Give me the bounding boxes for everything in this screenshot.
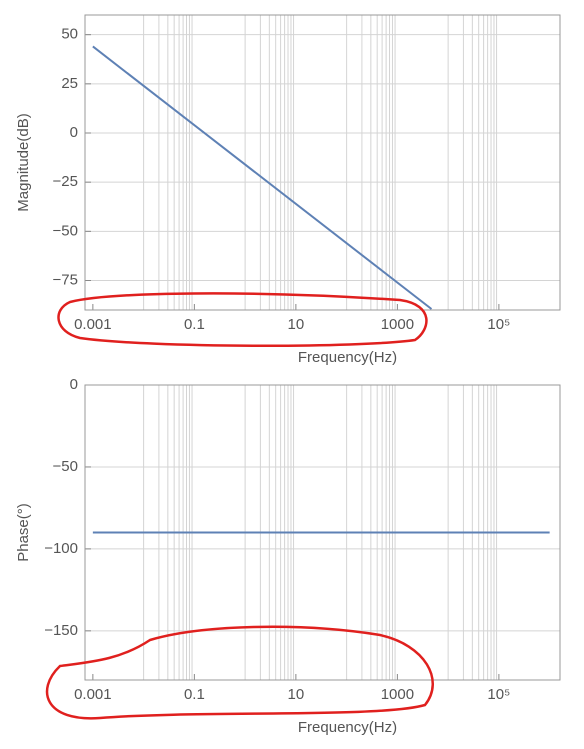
x-tick-label: 0.1: [184, 686, 205, 703]
y-tick-label: 0: [70, 376, 78, 393]
x-tick-label: 1000: [381, 686, 414, 703]
x-tick-label: 10: [288, 316, 305, 333]
x-axis-label: Frequency(Hz): [298, 719, 397, 736]
x-tick-label: 0.1: [184, 316, 205, 333]
x-tick-label: 10⁵: [487, 686, 510, 703]
y-tick-label: −50: [53, 458, 78, 475]
y-tick-label: −50: [53, 222, 78, 239]
y-tick-label: −150: [44, 622, 78, 639]
y-tick-label: −25: [53, 173, 78, 190]
series-line: [92, 45, 433, 310]
y-tick-label: −100: [44, 540, 78, 557]
y-axis-label: Magnitude(dB): [15, 113, 32, 211]
x-tick-label: 1000: [381, 316, 414, 333]
plot-frame: [84, 14, 561, 311]
y-tick-label: 0: [70, 124, 78, 141]
x-tick-label: 10⁵: [487, 316, 510, 333]
x-tick-label: 0.001: [74, 686, 112, 703]
x-tick-label: 0.001: [74, 316, 112, 333]
y-tick-label: −75: [53, 271, 78, 288]
annotation-loop: [57, 292, 428, 348]
x-axis-label: Frequency(Hz): [298, 349, 397, 366]
annotation-loop: [45, 625, 434, 720]
y-tick-label: 25: [61, 75, 78, 92]
y-tick-label: 50: [61, 26, 78, 43]
x-tick-label: 10: [288, 686, 305, 703]
y-axis-label: Phase(°): [15, 503, 32, 562]
plot-frame: [84, 384, 561, 681]
